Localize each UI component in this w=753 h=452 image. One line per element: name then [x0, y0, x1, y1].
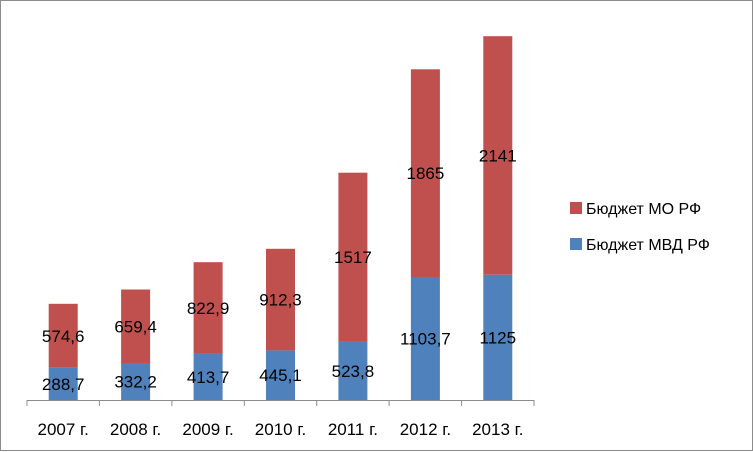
bar-mo-4 [266, 248, 295, 351]
data-labels-layer: 288,7 574,6 332,2 659,4 413,7 822,9 445,1 912,3… [42, 146, 517, 394]
bar-mo-6 [410, 69, 440, 278]
data-label-mo-7: 2141 [479, 146, 517, 165]
data-label-mo-1: 574,6 [42, 327, 85, 346]
bar-mo-5 [338, 172, 368, 342]
data-label-mvd-3: 413,7 [187, 368, 230, 387]
x-tick-label-3: 2009 г. [182, 420, 233, 439]
x-tick-label-6: 2012 г. [400, 420, 451, 439]
bar-mo-2 [121, 289, 151, 363]
bar-mvd-4 [266, 350, 295, 400]
x-tick-label-5: 2011 г. [328, 420, 378, 439]
legend-label-1: Бюджет МО РФ [586, 201, 701, 218]
data-label-mo-6: 1865 [406, 164, 444, 183]
bar-mvd-7 [483, 274, 513, 400]
legend-swatch-2 [570, 238, 582, 250]
bar-mvd-5 [338, 341, 368, 400]
bar-mvd-1 [48, 367, 78, 400]
bar-mvd-6 [410, 277, 440, 400]
bar-mvd-2 [121, 363, 151, 400]
legend: Бюджет МО РФ Бюджет МВД РФ [570, 201, 710, 254]
bars-layer [48, 36, 513, 400]
data-label-mvd-2: 332,2 [114, 373, 157, 392]
data-label-mvd-5: 523,8 [332, 362, 375, 381]
data-label-mo-3: 822,9 [187, 299, 230, 318]
data-label-mo-5: 1517 [334, 248, 372, 267]
x-axis: 2007 г. 2008 г. 2009 г. 2010 г. 2011 г. 2012 … [26, 400, 535, 439]
x-tick-label-7: 2013 г. [472, 420, 523, 439]
x-tick-label-1: 2007 г. [38, 420, 89, 439]
bar-mvd-3 [193, 353, 223, 400]
data-label-mvd-6: 1103,7 [400, 330, 451, 349]
data-label-mo-4: 912,3 [259, 291, 302, 310]
legend-swatch-1 [570, 202, 582, 214]
data-label-mvd-4: 445,1 [259, 366, 302, 385]
data-label-mvd-1: 288,7 [42, 375, 85, 394]
x-tick-label-4: 2010 г. [255, 420, 306, 439]
x-tick-label-2: 2008 г. [110, 420, 161, 439]
bar-mo-7 [483, 36, 513, 275]
data-label-mvd-7: 1125 [480, 328, 517, 347]
bar-mo-1 [48, 303, 78, 368]
bar-mo-3 [193, 262, 223, 354]
legend-label-2: Бюджет МВД РФ [586, 237, 710, 254]
data-label-mo-2: 659,4 [114, 317, 157, 336]
